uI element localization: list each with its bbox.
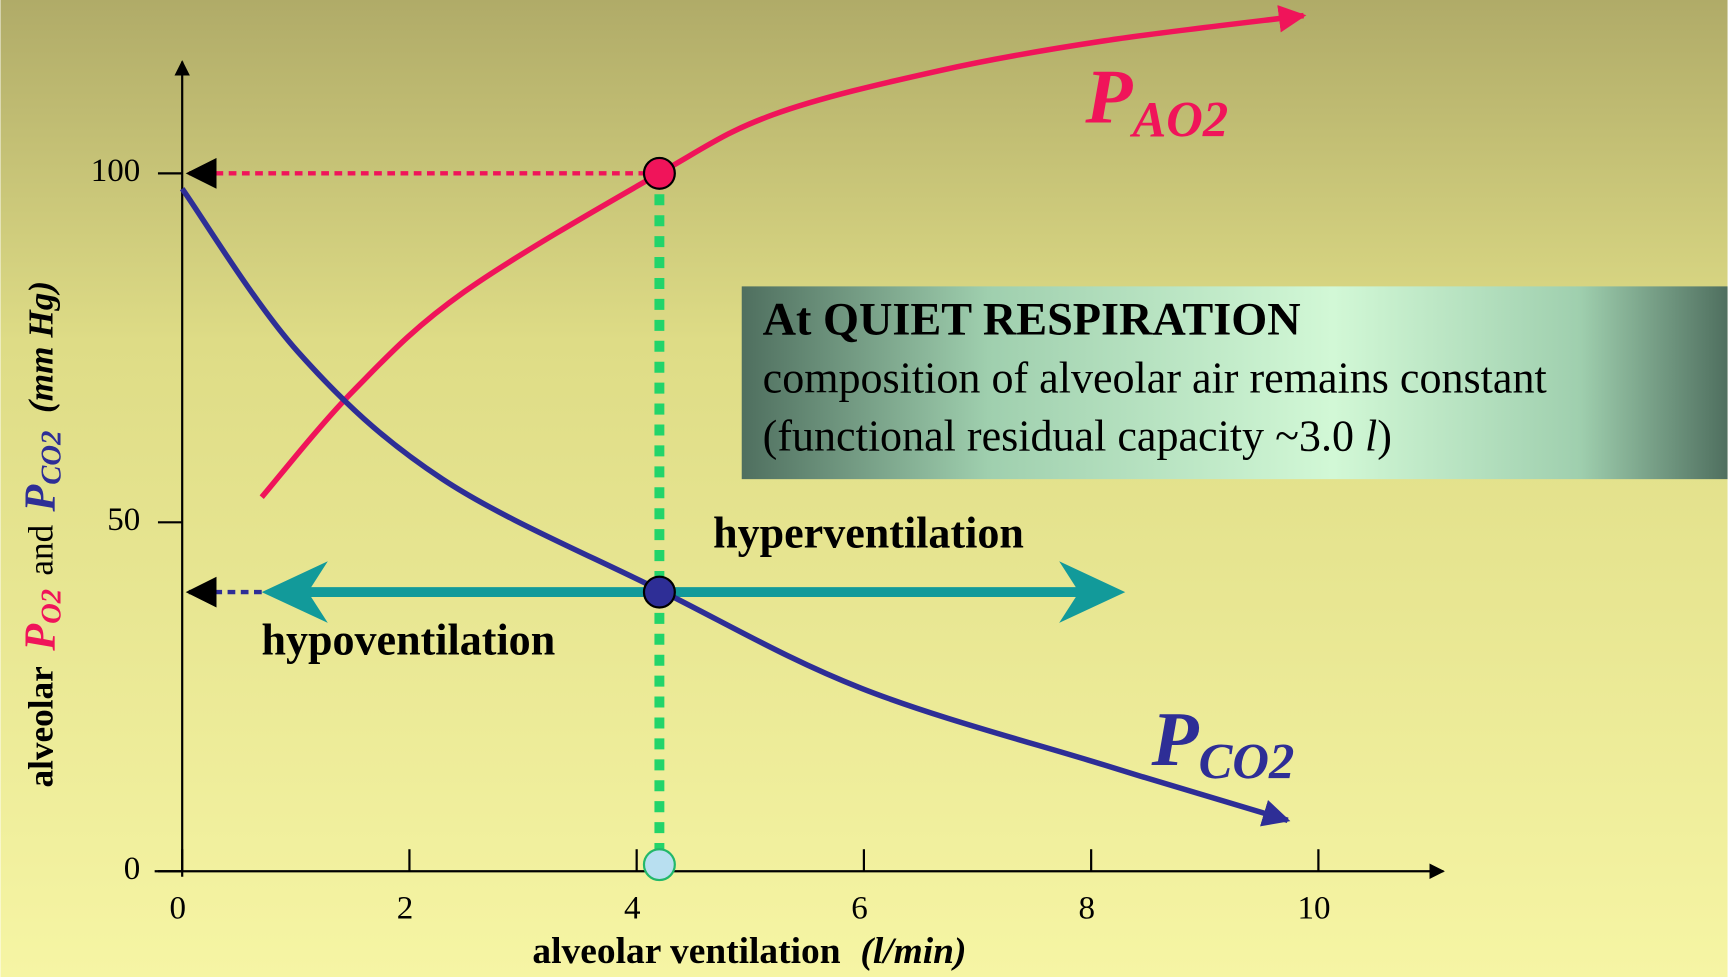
marker-pao2 <box>642 156 676 190</box>
x-tick-label: 8 <box>1078 890 1095 926</box>
y-label-text: alveolar <box>22 666 61 787</box>
hypo-label: hypoventilation <box>261 615 555 664</box>
box-line: (functional residual capacity ~3.0 l) <box>763 412 1392 461</box>
y-label-text: O2 <box>35 589 67 624</box>
x-tick-label: 2 <box>397 890 414 926</box>
y-tick-label: 50 <box>107 502 140 538</box>
box-line: composition of alveolar air remains cons… <box>763 353 1547 402</box>
x-tick-label: 4 <box>624 890 641 926</box>
box-text: l <box>1365 412 1377 461</box>
x-tick-label: 6 <box>851 890 868 926</box>
series-label-main: P <box>1150 695 1199 781</box>
series-label-main: P <box>1084 53 1133 139</box>
box-text: (functional residual capacity ~3.0 <box>763 412 1365 461</box>
marker-x <box>642 848 676 882</box>
hyper-arrow-head <box>1059 561 1126 623</box>
hypo-arrow-head <box>261 561 328 623</box>
y-tick-label: 0 <box>124 851 141 887</box>
series-label: PAO2 <box>1084 53 1228 147</box>
marker-paco2 <box>642 575 676 609</box>
x-label-text: (l/min) <box>860 930 966 971</box>
box-title: At QUIET RESPIRATION <box>763 294 1301 345</box>
y-axis-label: alveolarPO2andPCO2(mm Hg) <box>16 281 67 788</box>
x-tick-label: 10 <box>1297 890 1330 926</box>
y-label-text: P <box>16 484 65 513</box>
series-label-sub: AO2 <box>1129 91 1228 147</box>
y-label-text: (mm Hg) <box>22 281 61 413</box>
y-label-text: and <box>22 524 61 575</box>
series-label: PCO2 <box>1150 695 1294 789</box>
x-label-text: alveolar ventilation <box>532 930 840 971</box>
series-line <box>259 5 1307 499</box>
hyper-label: hyperventilation <box>713 509 1024 558</box>
y-tick-label: 100 <box>91 153 141 189</box>
y-label-text: P <box>16 623 65 652</box>
x-axis-label: alveolar ventilation (l/min) <box>532 930 966 971</box>
series-label-sub: CO2 <box>1199 733 1295 789</box>
y-label-text: CO2 <box>35 431 67 485</box>
box-text: ) <box>1377 412 1392 461</box>
info-box <box>741 286 1728 480</box>
x-tick-label: 0 <box>170 890 187 926</box>
